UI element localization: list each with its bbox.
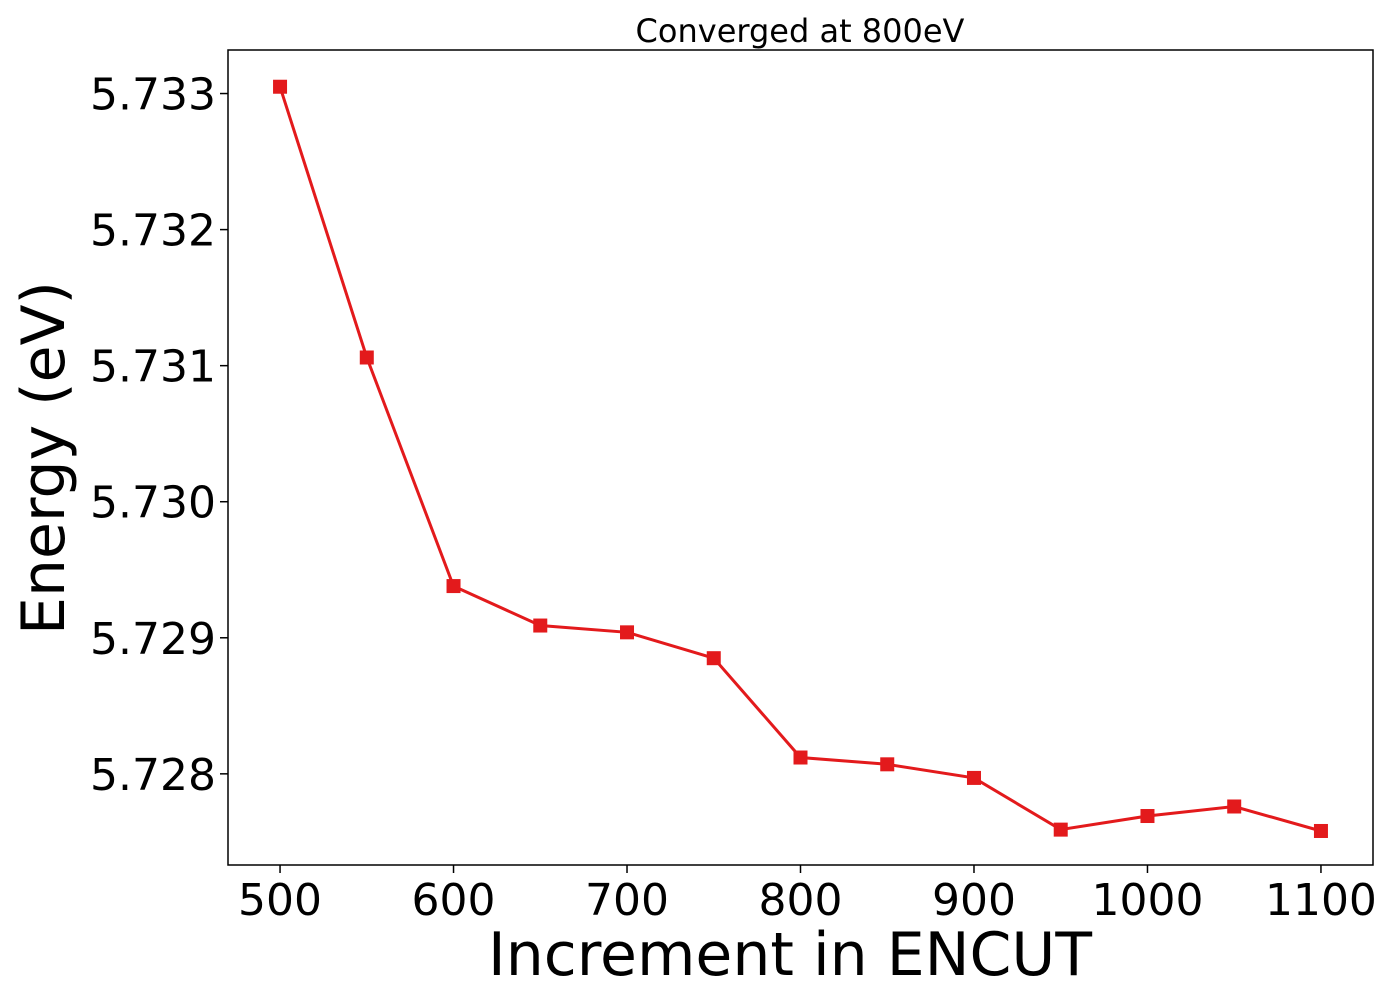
data-point [620,625,635,640]
x-axis: 500 600 700 800 900 1000 1100 [238,865,1377,926]
data-point [1140,809,1155,824]
data-point [880,757,895,772]
data-point [533,618,548,633]
data-point [273,79,288,94]
data-point [359,350,374,365]
chart-title: Converged at 800eV [636,12,965,50]
series-line [278,86,1322,833]
x-tick-label: 1100 [1265,875,1377,926]
x-tick-label: 500 [238,875,322,926]
x-axis-label: Increment in ENCUT [488,920,1092,990]
x-tick-label: 800 [759,875,843,926]
y-tick-label: 5.730 [90,478,216,529]
y-tick-label: 5.732 [90,206,216,257]
data-point [1313,823,1328,838]
data-point [966,770,981,785]
x-tick-label: 600 [412,875,496,926]
data-point [1227,799,1242,814]
data-point [706,651,721,666]
data-point [793,750,808,765]
data-point [1053,822,1068,837]
y-axis: 5.728 5.729 5.730 5.731 5.732 5.733 [90,70,228,801]
plot-frame [227,49,1374,866]
series-markers [273,79,1328,838]
y-tick-label: 5.731 [90,342,216,393]
x-tick-label: 700 [585,875,669,926]
y-axis-label: Energy (eV) [9,281,79,635]
y-tick-label: 5.728 [90,750,216,801]
x-tick-label: 900 [932,875,1016,926]
data-point [446,579,461,594]
x-tick-label: 1000 [1091,875,1203,926]
y-tick-label: 5.729 [90,614,216,665]
y-tick-label: 5.733 [90,70,216,121]
